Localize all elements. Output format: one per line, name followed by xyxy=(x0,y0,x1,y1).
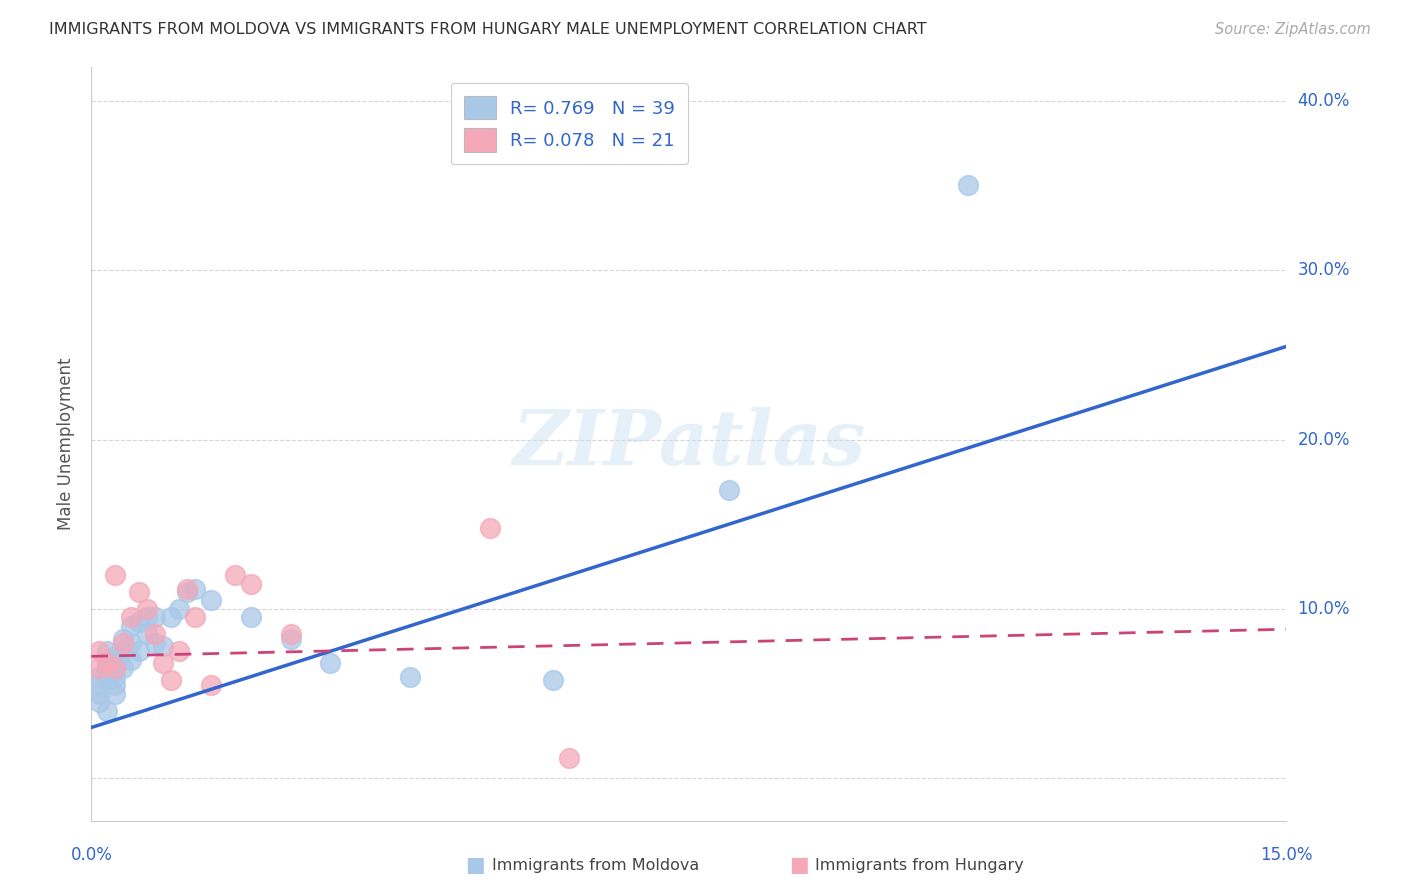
Text: ZIPatlas: ZIPatlas xyxy=(512,407,866,481)
Point xyxy=(89,678,111,692)
Point xyxy=(96,644,118,658)
Point xyxy=(160,673,183,687)
Legend: R= 0.769   N = 39, R= 0.078   N = 21: R= 0.769 N = 39, R= 0.078 N = 21 xyxy=(451,84,688,164)
Point xyxy=(136,610,159,624)
Point xyxy=(104,568,127,582)
Point xyxy=(96,661,118,675)
Text: 15.0%: 15.0% xyxy=(1260,846,1313,863)
Point xyxy=(152,656,174,670)
Point xyxy=(96,656,118,670)
Point xyxy=(280,632,302,647)
Point xyxy=(176,585,198,599)
Point xyxy=(128,644,150,658)
Point xyxy=(717,483,740,498)
Text: Immigrants from Moldova: Immigrants from Moldova xyxy=(492,858,699,872)
Point xyxy=(89,670,111,684)
Point xyxy=(89,695,111,709)
Point xyxy=(96,656,118,670)
Point xyxy=(104,687,127,701)
Point xyxy=(128,585,150,599)
Point xyxy=(136,602,159,616)
Point xyxy=(89,661,111,675)
Point xyxy=(120,636,142,650)
Point xyxy=(120,610,142,624)
Text: 0.0%: 0.0% xyxy=(70,846,112,863)
Point xyxy=(120,653,142,667)
Point xyxy=(224,568,246,582)
Point xyxy=(200,678,222,692)
Point xyxy=(167,602,190,616)
Point xyxy=(167,644,190,658)
Point xyxy=(399,670,422,684)
Point xyxy=(239,610,262,624)
Point xyxy=(104,649,127,664)
Point xyxy=(96,673,118,687)
Text: IMMIGRANTS FROM MOLDOVA VS IMMIGRANTS FROM HUNGARY MALE UNEMPLOYMENT CORRELATION: IMMIGRANTS FROM MOLDOVA VS IMMIGRANTS FR… xyxy=(49,22,927,37)
Point xyxy=(239,576,262,591)
Point xyxy=(543,673,565,687)
Point xyxy=(143,627,166,641)
Point xyxy=(89,687,111,701)
Text: Source: ZipAtlas.com: Source: ZipAtlas.com xyxy=(1215,22,1371,37)
Point xyxy=(152,639,174,653)
Text: ■: ■ xyxy=(465,855,485,875)
Point xyxy=(136,627,159,641)
Point xyxy=(104,678,127,692)
Text: 10.0%: 10.0% xyxy=(1298,600,1350,618)
Point xyxy=(112,632,135,647)
Text: 40.0%: 40.0% xyxy=(1298,92,1350,110)
Y-axis label: Male Unemployment: Male Unemployment xyxy=(58,358,76,530)
Point xyxy=(112,644,135,658)
Text: ■: ■ xyxy=(789,855,808,875)
Point xyxy=(176,582,198,596)
Point xyxy=(104,661,127,675)
Point xyxy=(319,656,342,670)
Point xyxy=(120,619,142,633)
Point xyxy=(96,704,118,718)
Point xyxy=(280,627,302,641)
Point xyxy=(112,636,135,650)
Point xyxy=(143,610,166,624)
Point xyxy=(200,593,222,607)
Point xyxy=(128,615,150,630)
Point xyxy=(112,661,135,675)
Point xyxy=(478,520,501,534)
Text: 30.0%: 30.0% xyxy=(1298,261,1350,279)
Point xyxy=(558,751,581,765)
Point xyxy=(104,656,127,670)
Point xyxy=(143,636,166,650)
Point xyxy=(89,644,111,658)
Point xyxy=(160,610,183,624)
Point xyxy=(184,582,207,596)
Point xyxy=(104,670,127,684)
Point xyxy=(956,178,979,193)
Point xyxy=(184,610,207,624)
Text: Immigrants from Hungary: Immigrants from Hungary xyxy=(815,858,1024,872)
Text: 20.0%: 20.0% xyxy=(1298,431,1350,449)
